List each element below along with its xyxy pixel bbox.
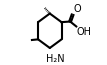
Text: O: O bbox=[73, 4, 81, 14]
Text: H₂N: H₂N bbox=[45, 53, 64, 64]
Text: OH: OH bbox=[77, 27, 92, 37]
